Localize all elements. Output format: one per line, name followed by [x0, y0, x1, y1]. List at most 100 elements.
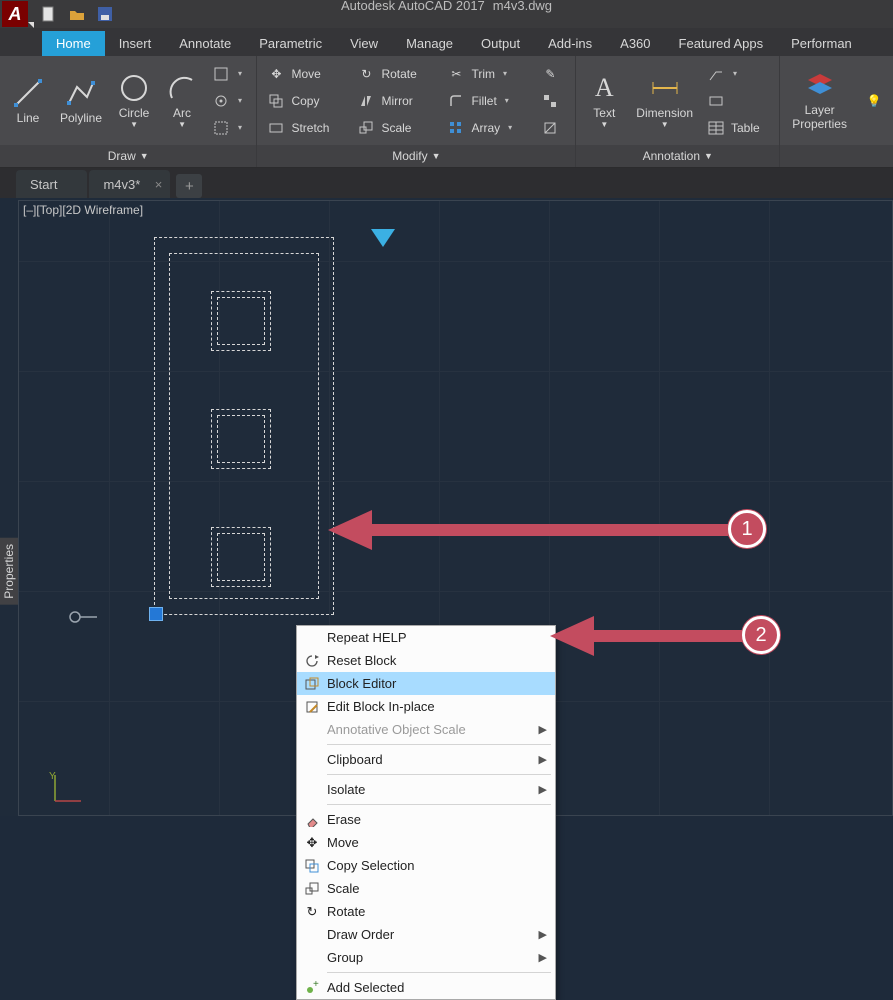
app-menu-button[interactable]: A [2, 1, 28, 27]
ucs-icon: Y [45, 771, 85, 811]
panel-modify-title[interactable]: Modify▼ [257, 145, 575, 167]
view-controls[interactable]: [–][Top][2D Wireframe] [23, 203, 143, 217]
move-icon: ✥ [267, 65, 285, 83]
stretch-icon [267, 119, 285, 137]
mirror-icon [357, 92, 375, 110]
panel-layers: LayerProperties 💡 [780, 56, 893, 167]
fillet-button[interactable]: Fillet▾ [443, 89, 533, 113]
panel-modify: ✥Move Copy Stretch ↻Rotate Mirror Scale … [257, 56, 576, 167]
trim-button[interactable]: ✂Trim▾ [443, 62, 533, 86]
anno-misc[interactable] [703, 89, 764, 113]
doc-tab-file[interactable]: m4v3*× [89, 170, 170, 198]
ctx-add-selected[interactable]: +Add Selected [297, 976, 555, 999]
open-icon[interactable] [68, 5, 86, 23]
tab-insert[interactable]: Insert [105, 31, 166, 56]
draw-misc-3[interactable]: ▾ [208, 116, 246, 140]
svg-text:Y: Y [49, 771, 56, 782]
leader-button[interactable]: ▾ [703, 62, 764, 86]
layers-icon [804, 70, 836, 102]
move-button[interactable]: ✥Move [263, 62, 349, 86]
ctx-repeat-help[interactable]: Repeat HELP [297, 626, 555, 649]
ctx-copy-selection[interactable]: Copy Selection [297, 854, 555, 877]
ctx-reset-block[interactable]: Reset Block [297, 649, 555, 672]
tab-view[interactable]: View [336, 31, 392, 56]
viewcube-compass[interactable] [371, 229, 395, 247]
panel-layers-title [780, 145, 893, 167]
ctx-edit-block-in-place[interactable]: Edit Block In-place [297, 695, 555, 718]
annotation-arrow-1 [328, 504, 738, 556]
tab-annotate[interactable]: Annotate [165, 31, 245, 56]
ctx-erase[interactable]: Erase [297, 808, 555, 831]
drawing-canvas[interactable]: Properties [–][Top][2D Wireframe] Y Repe… [0, 198, 893, 816]
properties-palette-tab[interactable]: Properties [0, 538, 18, 605]
panel-annotation-title[interactable]: Annotation▼ [576, 145, 779, 167]
circle-label: Circle [119, 106, 150, 120]
ctx-scale[interactable]: Scale [297, 877, 555, 900]
selection-grip[interactable] [149, 607, 163, 621]
layer-state[interactable]: 💡 [861, 89, 887, 113]
text-button[interactable]: A Text▼ [582, 70, 626, 131]
annotation-arrow-2 [550, 610, 760, 662]
tab-featured-apps[interactable]: Featured Apps [665, 31, 778, 56]
ctx-group[interactable]: Group▶ [297, 946, 555, 969]
ribbon: Line Polyline Circle▼ Arc▼ ▾ ▾ ▾ Draw▼ [0, 56, 893, 168]
ctx-rotate[interactable]: ↻Rotate [297, 900, 555, 923]
tab-output[interactable]: Output [467, 31, 534, 56]
table-icon [707, 119, 725, 137]
annotation-badge-1: 1 [728, 510, 766, 548]
array-button[interactable]: Array▾ [443, 116, 533, 140]
panel-annotation: A Text▼ Dimension▼ ▾ Table Annotation▼ [576, 56, 780, 167]
rotate-button[interactable]: ↻Rotate [353, 62, 439, 86]
copy-icon [267, 92, 285, 110]
tab-manage[interactable]: Manage [392, 31, 467, 56]
dimension-button[interactable]: Dimension▼ [630, 70, 699, 131]
new-icon[interactable] [40, 5, 58, 23]
ctx-block-editor[interactable]: Block Editor [297, 672, 555, 695]
ctx-draw-order[interactable]: Draw Order▶ [297, 923, 555, 946]
door-handle [69, 609, 99, 625]
arc-label: Arc [173, 106, 191, 120]
svg-text:+: + [313, 981, 319, 990]
panel-draw-title[interactable]: Draw▼ [0, 145, 256, 167]
stretch-button[interactable]: Stretch [263, 116, 349, 140]
line-button[interactable]: Line [6, 75, 50, 127]
close-icon[interactable]: × [155, 177, 163, 192]
modify-misc-1[interactable]: ✎ [537, 62, 565, 86]
circle-button[interactable]: Circle▼ [112, 70, 156, 131]
copy-button[interactable]: Copy [263, 89, 349, 113]
new-tab-button[interactable]: + [176, 174, 202, 198]
array-icon [447, 119, 465, 137]
layer-properties-button[interactable]: LayerProperties [786, 68, 853, 132]
title-text: Autodesk AutoCAD 2017 m4v3.dwg [341, 0, 552, 13]
tab-home[interactable]: Home [42, 31, 105, 56]
tab-a360[interactable]: A360 [606, 31, 664, 56]
ctx-annotative-object-scale: Annotative Object Scale▶ [297, 718, 555, 741]
file-name: m4v3.dwg [493, 0, 552, 13]
line-label: Line [17, 111, 40, 125]
polyline-button[interactable]: Polyline [54, 75, 108, 127]
tab-performance[interactable]: Performan [777, 31, 866, 56]
mirror-button[interactable]: Mirror [353, 89, 439, 113]
doc-tab-start[interactable]: Start [16, 170, 87, 198]
block-panel [217, 297, 265, 345]
quick-access-toolbar [40, 5, 114, 23]
context-menu: Repeat HELPReset BlockBlock EditorEdit B… [296, 625, 556, 1000]
arc-button[interactable]: Arc▼ [160, 70, 204, 131]
polyline-icon [65, 77, 97, 109]
draw-misc-1[interactable]: ▾ [208, 62, 246, 86]
text-label: Text [593, 106, 615, 120]
modify-misc-3[interactable] [537, 116, 565, 140]
trim-icon: ✂ [447, 65, 465, 83]
modify-misc-2[interactable] [537, 89, 565, 113]
table-button[interactable]: Table [703, 116, 764, 140]
save-icon[interactable] [96, 5, 114, 23]
ctx-clipboard[interactable]: Clipboard▶ [297, 748, 555, 771]
ctx-isolate[interactable]: Isolate▶ [297, 778, 555, 801]
tab-addins[interactable]: Add-ins [534, 31, 606, 56]
ctx-move[interactable]: ✥Move [297, 831, 555, 854]
draw-misc-2[interactable]: ▾ [208, 89, 246, 113]
scale-button[interactable]: Scale [353, 116, 439, 140]
title-bar: A Autodesk AutoCAD 2017 m4v3.dwg [0, 0, 893, 28]
tab-parametric[interactable]: Parametric [245, 31, 336, 56]
block-panel [217, 533, 265, 581]
